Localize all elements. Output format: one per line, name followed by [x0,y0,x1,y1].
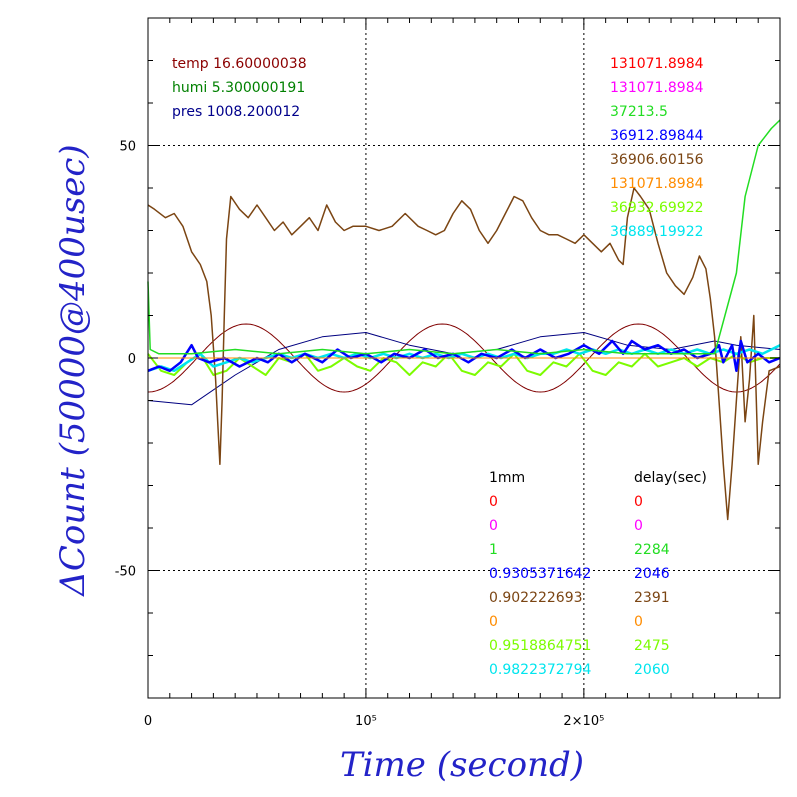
series-base-value: 36912.89844 [610,128,704,144]
series-delay-value: 2046 [634,566,670,582]
tick-labels: 0 10⁵ 2×10⁵ 50 0 -50 [115,140,605,730]
sinusoid-series-line [147,323,781,393]
series-base-value: 131071.8984 [610,80,704,96]
series-base-value: 36889.19922 [610,224,704,240]
series-line-7 [147,344,781,373]
series-delay-value: 2475 [634,638,670,654]
axis-ticks [147,17,781,699]
series-1mm-value: 0.902222693 [489,590,583,606]
y-tick-label: -50 [115,565,136,580]
series-line-4 [147,187,781,521]
series-base-value: 36932.69922 [610,200,704,216]
series-delay-value: 0 [634,518,643,534]
env-reading: pres 1008.200012 [172,104,300,120]
series-delay-value: 0 [634,494,643,510]
channel-table: 1mm delay(sec) 0 0 0 0 1 2284 0.9305371642 2046 0.… [489,470,707,678]
series-delay-value: 2391 [634,590,670,606]
series-line-3 [147,339,781,373]
env-reading: humi 5.300000191 [172,80,305,96]
y-axis-title: ΔCount (50000@400usec) [53,144,93,597]
series-1mm-value: 1 [489,542,498,558]
series-1mm-value: 0 [489,518,498,534]
series-delay-value: 2060 [634,662,670,678]
smooth-series-line [147,332,781,406]
table-header-delay: delay(sec) [634,470,707,486]
series-delay-value: 0 [634,614,643,630]
series-delay-value: 2284 [634,542,670,558]
y-tick-label: 50 [119,140,136,155]
series-base-values: 131071.8984 131071.8984 37213.5 36912.89844… [610,56,704,240]
table-header-1mm: 1mm [489,470,525,486]
series-base-value: 131071.8984 [610,56,704,72]
series-base-value: 37213.5 [610,104,668,120]
series-layer [147,119,781,521]
series-base-value: 36906.60156 [610,152,704,168]
series-line-6 [147,352,780,376]
x-tick-label: 10⁵ [355,714,377,729]
y-tick-label: 0 [128,352,136,367]
series-1mm-value: 0 [489,614,498,630]
x-axis-title: Time (second) [340,745,584,785]
environment-readings: temp 16.60000038 humi 5.300000191 pres 100… [172,56,307,120]
series-base-value: 131071.8984 [610,176,704,192]
series-1mm-value: 0 [489,494,498,510]
series-line-2 [147,119,781,355]
x-tick-label: 0 [144,714,152,729]
series-1mm-value: 0.9518864751 [489,638,591,654]
series-1mm-value: 0.9305371642 [489,566,591,582]
env-reading: temp 16.60000038 [172,56,307,72]
series-1mm-value: 0.9822372794 [489,662,592,678]
x-tick-label: 2×10⁵ [563,714,604,729]
